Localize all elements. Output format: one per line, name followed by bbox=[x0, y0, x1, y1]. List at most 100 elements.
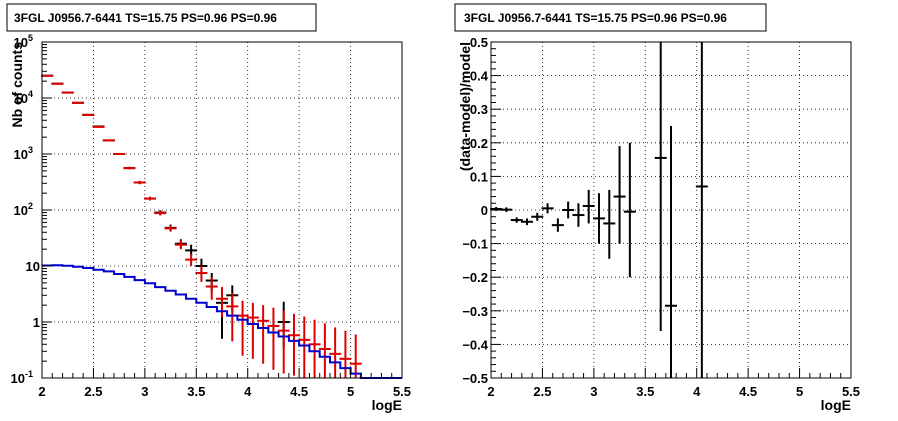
model-point bbox=[236, 300, 249, 356]
model-point bbox=[257, 305, 270, 364]
x-tick-labels: 2 2.5 3 3.5 4 4.5 5 5.5 bbox=[38, 384, 411, 399]
y-tick-label: 1 bbox=[33, 315, 40, 330]
y-axis-label: Nb of counts bbox=[9, 42, 25, 128]
model-point bbox=[195, 266, 208, 282]
data-point bbox=[623, 142, 636, 278]
residual-panel: 3FGL J0956.7-6441 TS=15.75 PS=0.96 PS=0.… bbox=[454, 3, 860, 413]
x-tick-label: 4 bbox=[244, 384, 252, 399]
plot-frame bbox=[41, 41, 403, 379]
model-point bbox=[288, 313, 300, 376]
data-point bbox=[562, 201, 575, 219]
model-point bbox=[154, 210, 167, 216]
x-axis-label: logE bbox=[821, 397, 851, 413]
chart-title: 3FGL J0956.7-6441 TS=15.75 PS=0.96 PS=0.… bbox=[14, 11, 277, 25]
x-tick-label: 3.5 bbox=[187, 384, 205, 399]
data-point bbox=[593, 193, 605, 244]
y-tick-labels: −0.5 −0.4 −0.3 −0.2 −0.1 0 0.1 0.2 0.3 0.4 0.5 bbox=[462, 35, 488, 386]
x-tick-label: 2 bbox=[38, 384, 45, 399]
y-tick-label: 102 bbox=[14, 201, 33, 218]
model-point bbox=[164, 225, 177, 232]
x-tick-label: 2 bbox=[487, 384, 494, 399]
x-tick-label: 4 bbox=[693, 384, 701, 399]
y-tick-label: −0.1 bbox=[462, 237, 488, 252]
x-tick-labels: 2 2.5 3 3.5 4 4.5 5 5.5 bbox=[487, 384, 860, 399]
data-point bbox=[510, 217, 523, 223]
x-tick-label: 2.5 bbox=[533, 384, 551, 399]
y-tick-label: 0.4 bbox=[470, 69, 489, 84]
model-point bbox=[133, 180, 146, 185]
y-tick-label: −0.3 bbox=[462, 304, 488, 319]
model-point bbox=[339, 330, 352, 378]
y-tick-labels: 10-1 1 10 102 103 104 105 bbox=[11, 33, 40, 386]
data-point bbox=[521, 218, 533, 226]
y-axis-label: (data-model)/model bbox=[457, 42, 473, 171]
counts-panel: 3FGL J0956.7-6441 TS=15.75 PS=0.96 PS=0.… bbox=[6, 3, 411, 413]
model-point bbox=[298, 316, 311, 378]
model-step-line bbox=[42, 264, 402, 379]
model-point bbox=[51, 82, 64, 85]
data-point bbox=[654, 42, 667, 331]
model-point bbox=[144, 196, 156, 201]
y-tick-label: −0.5 bbox=[462, 371, 488, 386]
model-point bbox=[113, 153, 126, 155]
data-point bbox=[613, 146, 626, 244]
data-point bbox=[572, 203, 585, 227]
x-tick-label: 4.5 bbox=[290, 384, 308, 399]
model-point bbox=[267, 307, 280, 370]
data-point bbox=[551, 218, 564, 232]
model-point bbox=[102, 139, 115, 142]
y-tick-label: 0.5 bbox=[470, 35, 488, 50]
plot-marks bbox=[490, 42, 708, 378]
model-point bbox=[349, 334, 362, 378]
chart-title: 3FGL J0956.7-6441 TS=15.75 PS=0.96 PS=0.… bbox=[464, 11, 727, 25]
data-point bbox=[531, 212, 544, 221]
title-box bbox=[454, 3, 767, 32]
model-point bbox=[277, 310, 290, 374]
model-point bbox=[308, 319, 321, 378]
y-tick-label: 10 bbox=[26, 259, 40, 274]
plot-marks bbox=[41, 74, 402, 379]
y-tick-label: 103 bbox=[14, 145, 33, 162]
y-tick-label: −0.2 bbox=[462, 270, 488, 285]
x-tick-label: 5 bbox=[796, 384, 803, 399]
y-tick-label: 0.1 bbox=[470, 169, 488, 184]
x-tick-label: 5.5 bbox=[393, 384, 411, 399]
y-tick-label: 0.2 bbox=[470, 136, 488, 151]
model-point bbox=[205, 277, 218, 300]
data-point bbox=[665, 126, 677, 378]
model-point bbox=[174, 240, 187, 250]
model-point bbox=[41, 74, 54, 77]
x-tick-label: 3 bbox=[141, 384, 148, 399]
x-tick-label: 2.5 bbox=[84, 384, 102, 399]
model-point bbox=[185, 253, 198, 266]
title-box bbox=[6, 3, 317, 32]
data-point bbox=[603, 189, 616, 259]
data-point bbox=[582, 189, 595, 224]
model-point bbox=[82, 113, 95, 116]
y-tick-label: 104 bbox=[14, 89, 33, 106]
model-point bbox=[72, 101, 84, 104]
model-point bbox=[92, 125, 105, 128]
model-point bbox=[216, 287, 228, 318]
model-point bbox=[61, 91, 74, 94]
plot-frame bbox=[490, 41, 852, 379]
model-point bbox=[226, 292, 239, 342]
axes-box bbox=[490, 41, 852, 379]
y-tick-label: 105 bbox=[14, 33, 33, 50]
x-tick-label: 3.5 bbox=[636, 384, 654, 399]
x-tick-label: 3 bbox=[590, 384, 597, 399]
data-point bbox=[695, 42, 708, 378]
x-tick-label: 5.5 bbox=[842, 384, 860, 399]
data-point bbox=[541, 203, 554, 214]
model-point bbox=[246, 302, 259, 359]
axes-box bbox=[41, 41, 403, 379]
model-point bbox=[329, 327, 342, 378]
y-tick-label: 0 bbox=[481, 203, 488, 218]
y-tick-label: −0.4 bbox=[462, 337, 488, 352]
data-point bbox=[500, 207, 513, 213]
y-tick-label: 10-1 bbox=[11, 369, 33, 386]
x-tick-label: 4.5 bbox=[739, 384, 757, 399]
x-axis-label: logE bbox=[372, 397, 402, 413]
y-tick-label: 0.3 bbox=[470, 102, 488, 117]
